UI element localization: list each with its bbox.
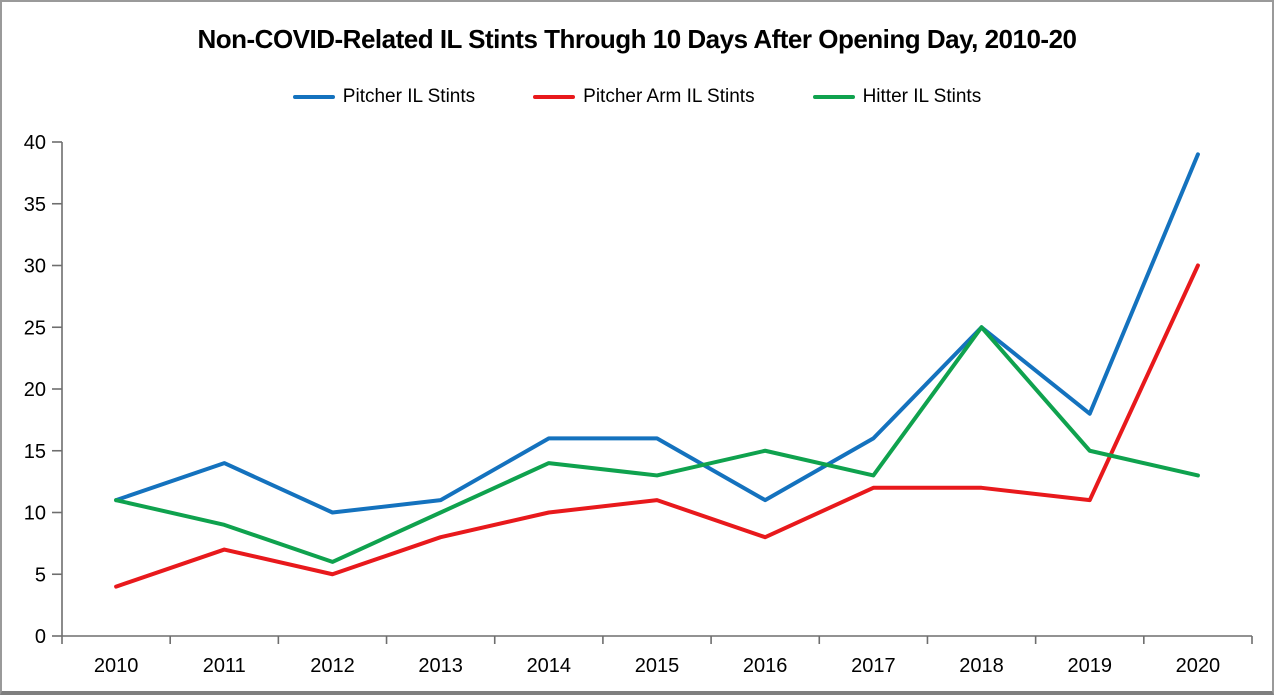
legend-swatch-pitcher-il-icon (292, 95, 335, 99)
y-tick-label: 35 (24, 194, 46, 216)
chart-title: Non-COVID-Related IL Stints Through 10 D… (197, 24, 1077, 54)
y-tick-label: 25 (24, 317, 46, 339)
y-tick-label: 5 (35, 564, 46, 586)
x-tick-label: 2020 (1176, 655, 1221, 677)
y-tick-label: 30 (24, 256, 46, 278)
legend-swatch-hitter-il-icon (812, 95, 855, 99)
legend-item-hitter-il: Hitter IL Stints (812, 86, 982, 108)
series-line-1 (114, 263, 1200, 589)
legend-swatch-pitcher-arm-il-icon (533, 95, 576, 99)
legend-label-pitcher-il: Pitcher IL Stints (342, 86, 476, 107)
y-tick-label: 15 (24, 441, 46, 463)
series-line-0 (114, 152, 1200, 515)
x-tick-label: 2017 (851, 655, 896, 677)
y-tick-label: 10 (24, 503, 46, 525)
x-tick-label: 2019 (1067, 655, 1112, 677)
x-tick-label: 2013 (418, 655, 463, 677)
chart-legend: Pitcher IL Stints Pitcher Arm IL Stints … (2, 86, 1272, 108)
x-tick-label: 2011 (203, 655, 246, 677)
y-tick-label: 0 (35, 626, 46, 648)
y-tick-label: 20 (24, 379, 46, 401)
x-tick-label: 2014 (527, 655, 572, 677)
x-tick-label: 2010 (94, 655, 139, 677)
legend-item-pitcher-arm-il: Pitcher Arm IL Stints (533, 86, 755, 108)
legend-label-pitcher-arm-il: Pitcher Arm IL Stints (583, 86, 755, 107)
x-tick-label: 2012 (310, 655, 355, 677)
x-tick-label: 2016 (743, 655, 788, 677)
legend-item-pitcher-il: Pitcher IL Stints (292, 86, 476, 108)
x-tick-label: 2018 (959, 655, 1004, 677)
series-line-2 (114, 325, 1200, 564)
legend-label-hitter-il: Hitter IL Stints (862, 86, 982, 107)
y-tick-label: 40 (24, 132, 46, 154)
x-tick-label: 2015 (635, 655, 680, 677)
